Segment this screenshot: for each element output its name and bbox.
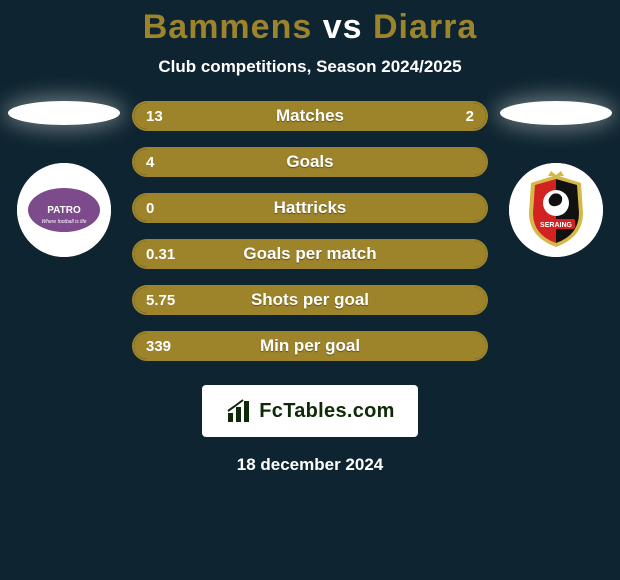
title-left: Bammens: [143, 8, 313, 46]
stat-bar: Min per goal339: [132, 331, 488, 361]
patro-logo-svg: PATRO Where football is life: [17, 163, 111, 257]
bar-value-left: 0: [146, 195, 154, 221]
fctables-label: FcTables.com: [259, 400, 395, 423]
right-column: SERAING: [496, 101, 616, 257]
fctables-icon: [225, 397, 253, 425]
bar-label: Goals: [134, 149, 486, 175]
bar-value-left: 0.31: [146, 241, 175, 267]
left-column: PATRO Where football is life: [4, 101, 124, 257]
bar-value-left: 13: [146, 103, 163, 129]
bar-label: Goals per match: [134, 241, 486, 267]
fctables-badge: FcTables.com: [202, 385, 418, 437]
page-title: Bammens vs Diarra: [0, 8, 620, 47]
bar-value-right: 2: [466, 103, 474, 129]
stat-bar: Shots per goal5.75: [132, 285, 488, 315]
stat-bar: Matches13 2: [132, 101, 488, 131]
patro-logo-text: PATRO: [47, 205, 81, 216]
seraing-logo-svg: SERAING: [509, 163, 603, 257]
stat-bar: Goals4: [132, 147, 488, 177]
left-club-logo: PATRO Where football is life: [17, 163, 111, 257]
right-club-logo: SERAING: [509, 163, 603, 257]
patro-logo-slogan: Where football is life: [41, 219, 86, 225]
right-halo: [500, 101, 612, 125]
stat-bar: Hattricks0: [132, 193, 488, 223]
date-label: 18 december 2024: [0, 455, 620, 475]
main-row: PATRO Where football is life Matches13 2 G…: [0, 101, 620, 361]
shield-banner-text: SERAING: [540, 222, 572, 229]
bar-label: Shots per goal: [134, 287, 486, 313]
bar-value-left: 4: [146, 149, 154, 175]
root: Bammens vs Diarra Club competitions, Sea…: [0, 0, 620, 475]
left-halo: [8, 101, 120, 125]
bar-label: Matches: [134, 103, 486, 129]
comparison-bars: Matches13 2 Goals4 Hattricks0 Goals per matc…: [132, 101, 488, 361]
bar-label: Hattricks: [134, 195, 486, 221]
bar-value-left: 339: [146, 333, 171, 359]
title-right: Diarra: [373, 8, 477, 46]
bar-label: Min per goal: [134, 333, 486, 359]
stat-bar: Goals per match0.31: [132, 239, 488, 269]
bar-value-left: 5.75: [146, 287, 175, 313]
title-vs: vs: [323, 8, 363, 46]
subtitle: Club competitions, Season 2024/2025: [0, 57, 620, 77]
